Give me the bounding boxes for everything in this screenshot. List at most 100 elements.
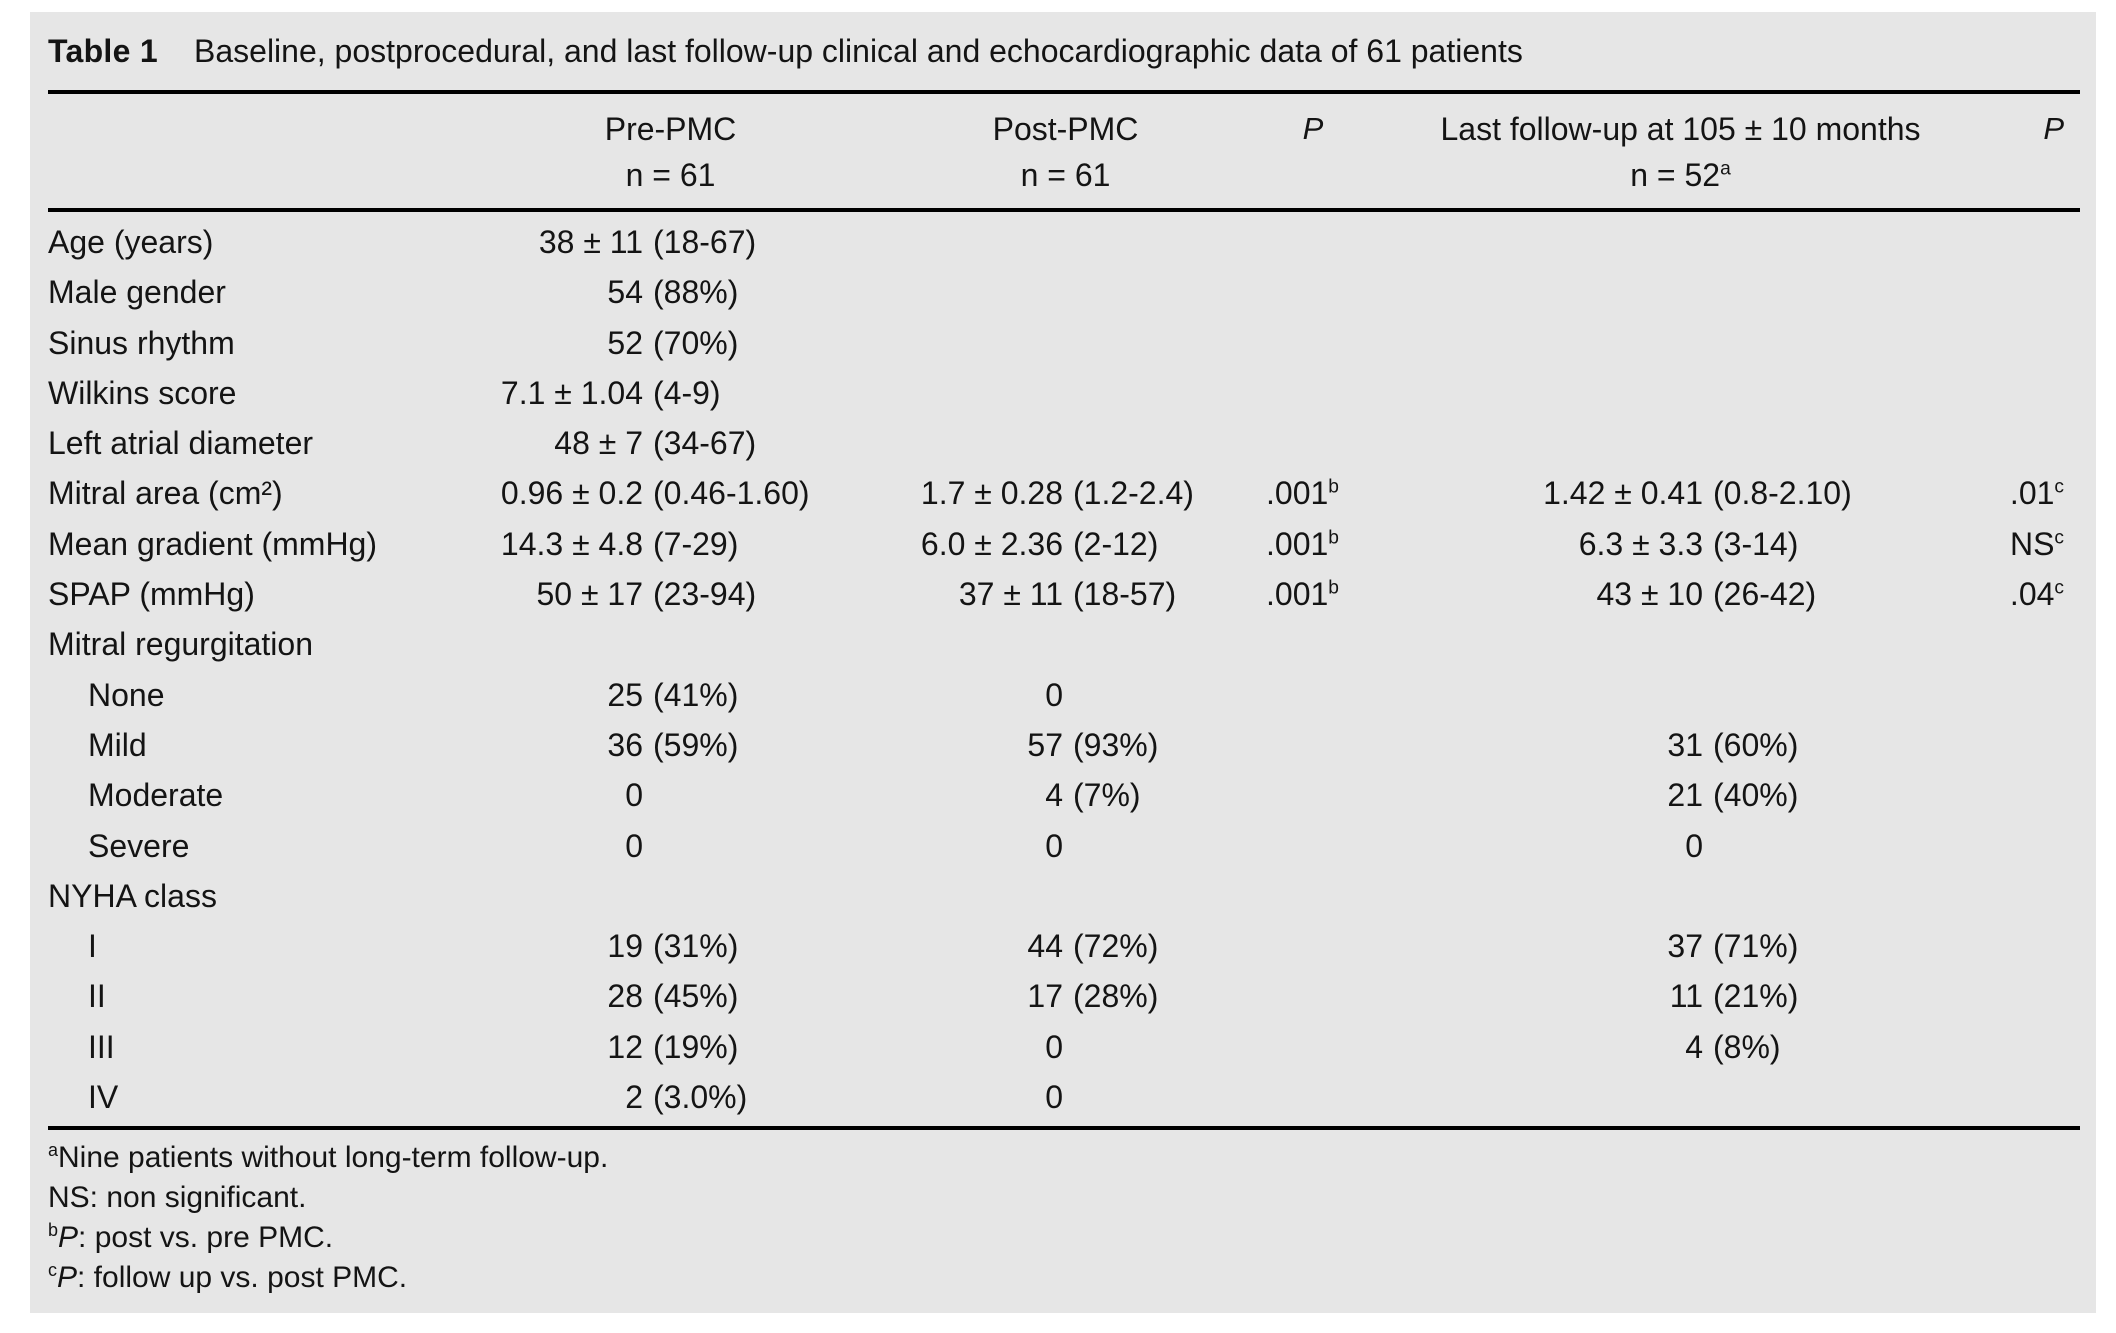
cell-post-paren — [1063, 1022, 1238, 1072]
cell-p-post-vs-pre — [1238, 720, 1388, 770]
cell-post-value: 1.7 ± 0.28 — [893, 468, 1063, 518]
cell-pre-value-text: 2 — [625, 1079, 643, 1116]
cell-followup-value-text: 21 — [1667, 777, 1703, 814]
cell-followup-value: 11 — [1388, 971, 1703, 1021]
cell-pre-value-text: 38 ± 11 — [538, 224, 643, 260]
cell-followup-value: 0 — [1388, 821, 1703, 871]
row-label: Mild — [48, 720, 448, 770]
row-label: Mean gradient (mmHg) — [48, 519, 448, 569]
table-row: I 19 (31%) 44 (72%) 37 (71%) — [48, 921, 2080, 971]
table-caption: Table 1 Baseline, postprocedural, and la… — [48, 12, 2080, 90]
cell-pre-value-text: 36 — [607, 726, 643, 763]
cell-followup-paren-text: (26-42) — [1713, 576, 1817, 613]
table-row: SPAP (mmHg) 50 ± 17 (23-94) 37 ± 11 (18-57).… — [48, 569, 2080, 619]
cell-post-paren-text: (18-57) — [1073, 576, 1177, 613]
cell-p-fu-vs-post — [1973, 619, 2080, 669]
cell-p-post-vs-pre: .001b — [1238, 468, 1388, 518]
divider-rule-header — [48, 208, 2080, 212]
cell-pre-paren: (31%) — [643, 921, 893, 971]
footnote-text: NS: non significant. — [48, 1181, 307, 1215]
cell-followup-value — [1388, 619, 1703, 669]
cell-p-fu-vs-post — [1973, 1022, 2080, 1072]
cell-pre-value: 2 — [448, 1072, 643, 1122]
footnote-text: Nine patients without long-term follow-u… — [58, 1141, 609, 1175]
cell-pre-value-text: 19 — [607, 928, 643, 965]
cell-p-post-vs-pre — [1238, 318, 1388, 368]
cell-post-paren: (1.2-2.4) — [1063, 468, 1238, 518]
cell-pre-value: 12 — [448, 1022, 643, 1072]
table-row: Sinus rhythm 52 (70%) — [48, 318, 2080, 368]
cell-p-post-vs-pre-superscript: b — [1328, 527, 1339, 549]
cell-pre-value: 0 — [448, 821, 643, 871]
cell-post-value — [893, 318, 1063, 368]
cell-followup-paren — [1703, 821, 1973, 871]
cell-post-value: 37 ± 11 — [893, 569, 1063, 619]
cell-pre-value-text: 0 — [625, 827, 643, 864]
followup-n-text: n = 52 — [1630, 157, 1721, 193]
cell-pre-value-text: 14.3 ± 4.8 — [500, 525, 643, 562]
column-header-followup-label: Last follow-up at 105 ± 10 months — [1440, 111, 1921, 147]
footnote-text: : follow up vs. post PMC. — [77, 1261, 408, 1295]
column-header-p-value-2: P — [1973, 106, 2080, 198]
row-label: Age (years) — [48, 217, 448, 267]
cell-post-paren: (72%) — [1063, 921, 1238, 971]
cell-pre-paren: (18-67) — [643, 217, 893, 267]
p-value-symbol: P — [2043, 111, 2064, 146]
cell-followup-value — [1388, 871, 1703, 921]
cell-post-value-text: 0 — [1045, 676, 1063, 713]
cell-p-fu-vs-post-superscript: c — [2054, 476, 2064, 498]
row-label: I — [48, 921, 448, 971]
cell-pre-value — [448, 619, 643, 669]
row-label: Mitral area (cm²) — [48, 468, 448, 518]
cell-pre-paren-text: (23-94) — [653, 576, 757, 613]
cell-p-fu-vs-post — [1973, 871, 2080, 921]
cell-post-value: 0 — [893, 1022, 1063, 1072]
cell-p-fu-vs-post: .04c — [1973, 569, 2080, 619]
cell-followup-paren — [1703, 368, 1973, 418]
cell-pre-paren: (0.46-1.60) — [643, 468, 893, 518]
cell-p-post-vs-pre-text: .001 — [1266, 576, 1329, 613]
cell-post-paren — [1063, 670, 1238, 720]
cell-followup-value — [1388, 217, 1703, 267]
cell-p-post-vs-pre — [1238, 770, 1388, 820]
cell-p-fu-vs-post — [1973, 770, 2080, 820]
cell-post-value-text: 17 — [1027, 978, 1063, 1015]
cell-post-paren-text: (2-12) — [1073, 525, 1159, 562]
column-header-post-pmc-label: Post-PMC — [992, 111, 1139, 147]
cell-p-post-vs-pre — [1238, 418, 1388, 468]
cell-p-fu-vs-post — [1973, 368, 2080, 418]
cell-pre-value: 0 — [448, 770, 643, 820]
cell-followup-value-text: 37 — [1667, 928, 1703, 965]
cell-post-value-text: 4 — [1045, 777, 1063, 814]
cell-post-paren — [1063, 619, 1238, 669]
cell-post-value: 57 — [893, 720, 1063, 770]
row-label: Severe — [48, 821, 448, 871]
cell-pre-paren — [643, 619, 893, 669]
cell-followup-paren-text: (40%) — [1713, 777, 1799, 814]
cell-p-fu-vs-post-text: .04 — [2009, 576, 2055, 613]
cell-followup-value: 37 — [1388, 921, 1703, 971]
divider-rule-top — [48, 90, 2080, 94]
cell-post-paren — [1063, 267, 1238, 317]
cell-followup-paren: (8%) — [1703, 1022, 1973, 1072]
cell-followup-paren — [1703, 670, 1973, 720]
cell-p-fu-vs-post: NSc — [1973, 519, 2080, 569]
row-label: IV — [48, 1072, 448, 1122]
cell-followup-paren: (71%) — [1703, 921, 1973, 971]
row-label: SPAP (mmHg) — [48, 569, 448, 619]
row-label-text: Mild — [88, 726, 147, 763]
cell-p-fu-vs-post — [1973, 971, 2080, 1021]
cell-pre-value-text: 28 — [607, 978, 643, 1015]
cell-pre-value: 0.96 ± 0.2 — [448, 468, 643, 518]
table-row: Moderate 0 4 (7%) 21 (40%) — [48, 770, 2080, 820]
table-row: Mild 36 (59%) 57 (93%) 31 (60%) — [48, 720, 2080, 770]
table-row: None 25 (41%) 0 — [48, 670, 2080, 720]
cell-pre-paren — [643, 871, 893, 921]
cell-followup-paren — [1703, 318, 1973, 368]
cell-p-post-vs-pre — [1238, 1022, 1388, 1072]
cell-followup-value — [1388, 1072, 1703, 1122]
divider-rule-footnotes — [48, 1126, 2080, 1131]
cell-post-value-text: 6.0 ± 2.36 — [920, 525, 1063, 562]
cell-followup-value-text: 4 — [1685, 1028, 1703, 1065]
cell-followup-paren-text: (71%) — [1713, 928, 1799, 965]
